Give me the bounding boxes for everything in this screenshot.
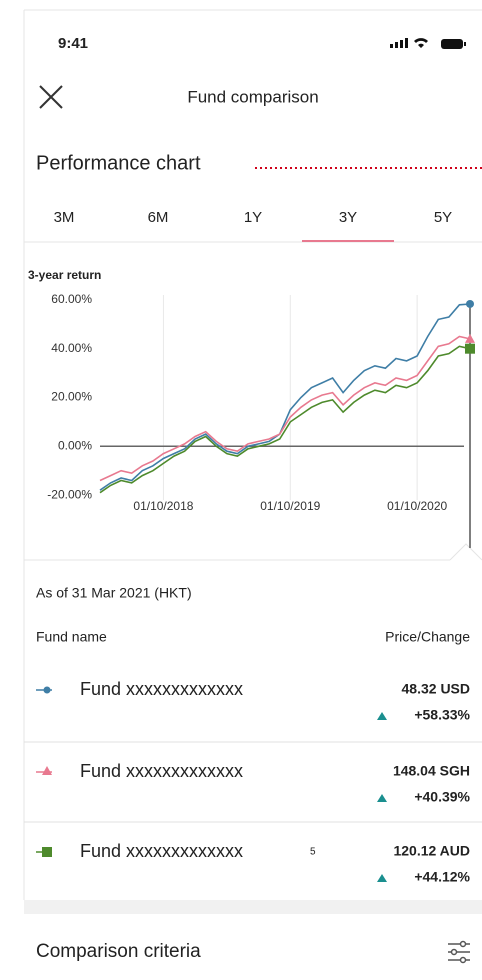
section-gap: [24, 900, 482, 914]
fund-price: 120.12 AUD: [393, 843, 470, 859]
end-marker: [465, 333, 475, 343]
legend-marker: [43, 686, 51, 694]
y-tick-label: 60.00%: [51, 292, 92, 306]
up-arrow: [377, 712, 387, 720]
header-title: Fund comparison: [187, 87, 318, 106]
tab[interactable]: 3Y: [339, 209, 357, 226]
fund-price: 48.32 USD: [402, 681, 470, 697]
close-button[interactable]: [39, 85, 63, 109]
fund-change: +40.39%: [414, 789, 470, 805]
fund-change: +58.33%: [414, 707, 470, 723]
fund-note: 5: [310, 847, 316, 858]
end-marker: [465, 343, 475, 354]
column-header: Fund name: [36, 629, 107, 645]
tab-underline: [302, 240, 394, 242]
y-tick-label: 20.00%: [51, 390, 92, 404]
legend-marker: [42, 766, 52, 775]
filter-icon[interactable]: [448, 940, 470, 964]
series-line: [99, 335, 471, 482]
up-arrow: [377, 794, 387, 802]
y-tick-label: 0.00%: [58, 438, 92, 452]
y-tick-label: 40.00%: [51, 341, 92, 355]
end-marker: [466, 299, 474, 308]
fund-change: +44.12%: [414, 869, 470, 885]
fund-price: 148.04 SGH: [393, 763, 470, 779]
series-line: [99, 345, 471, 494]
x-tick-label: 01/10/2018: [133, 499, 193, 513]
tab[interactable]: 1Y: [244, 209, 262, 226]
legend-marker: [42, 847, 52, 857]
chart-title: 3-year return: [28, 268, 101, 282]
fund-name[interactable]: Fund xxxxxxxxxxxxx: [80, 841, 243, 861]
x-tick-label: 01/10/2020: [387, 499, 447, 513]
chart-notch: [449, 543, 482, 561]
tab[interactable]: 5Y: [434, 209, 452, 226]
x-tick-label: 01/10/2019: [260, 499, 320, 513]
tab[interactable]: 6M: [148, 209, 169, 226]
tab[interactable]: 3M: [54, 209, 75, 226]
y-tick-label: -20.00%: [47, 487, 92, 501]
section-title: Performance chart: [36, 152, 201, 174]
as-of: As of 31 Mar 2021 (HKT): [36, 585, 192, 601]
fund-name[interactable]: Fund xxxxxxxxxxxxx: [80, 761, 243, 781]
footer-title: Comparison criteria: [36, 941, 201, 962]
fund-name[interactable]: Fund xxxxxxxxxxxxx: [80, 679, 243, 699]
status-time: 9:41: [58, 35, 88, 52]
column-header: Price/Change: [385, 629, 470, 645]
status-icons: [390, 38, 466, 49]
series-line: [99, 303, 471, 491]
up-arrow: [377, 874, 387, 882]
